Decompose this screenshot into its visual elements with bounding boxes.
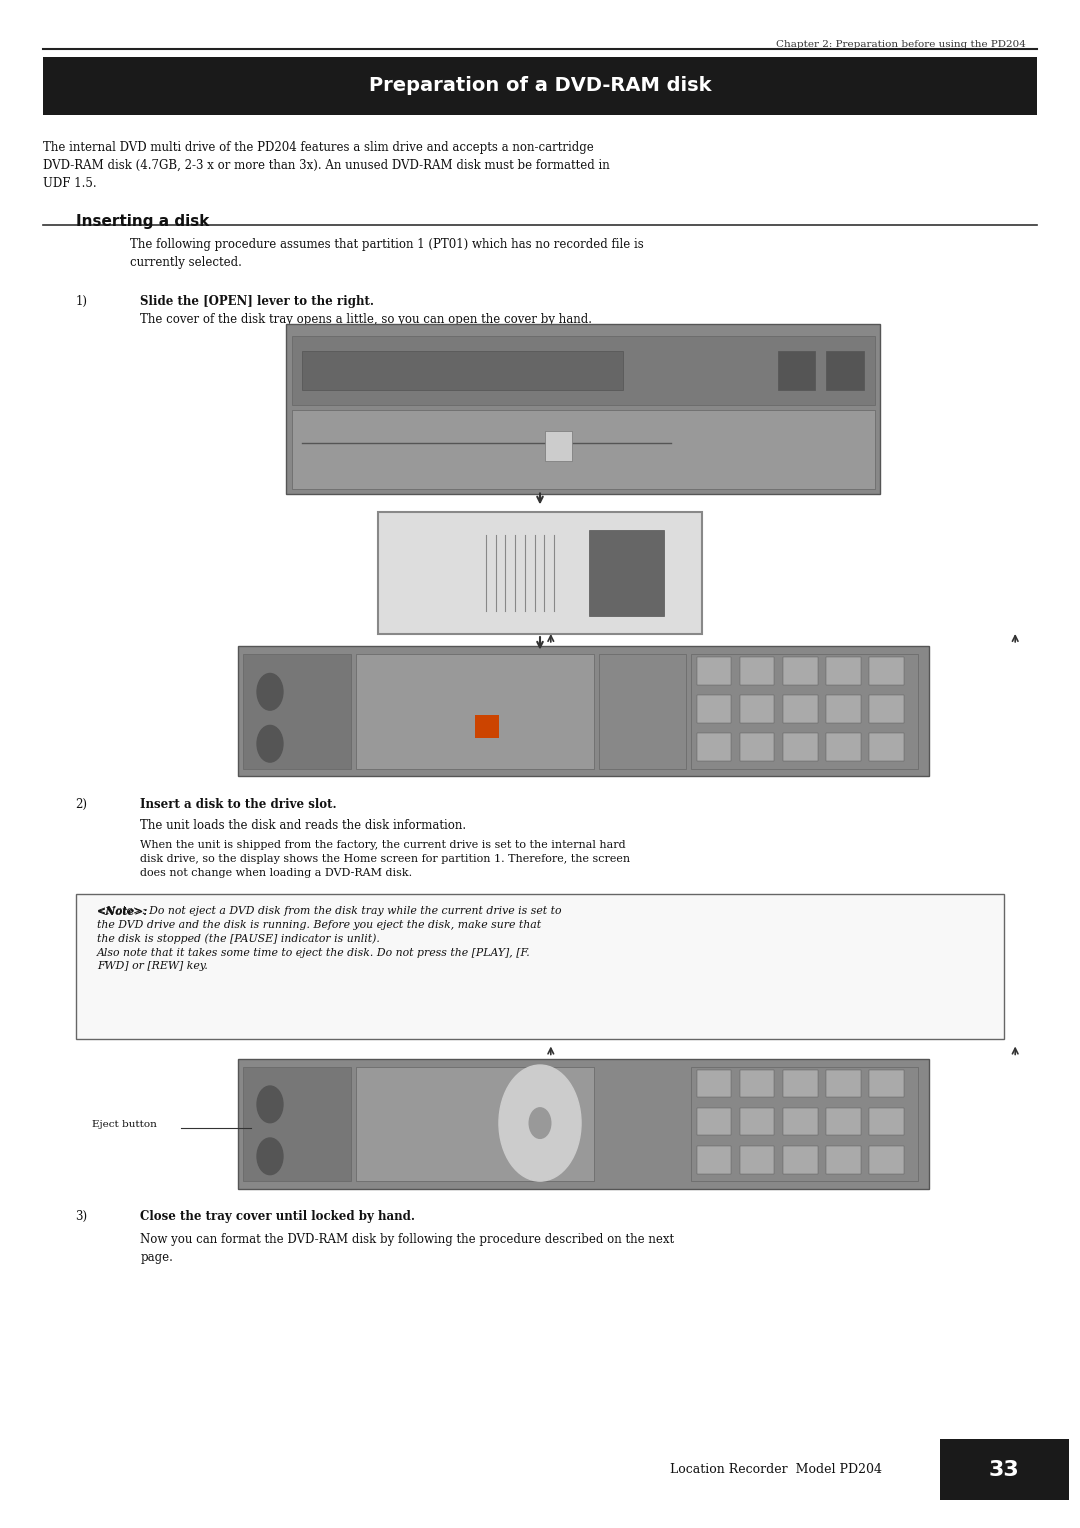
FancyBboxPatch shape: [697, 1108, 731, 1135]
FancyBboxPatch shape: [740, 1146, 774, 1174]
Text: Now you can format the DVD-RAM disk by following the procedure described on the : Now you can format the DVD-RAM disk by f…: [140, 1233, 675, 1264]
Circle shape: [257, 1086, 283, 1123]
FancyBboxPatch shape: [697, 1146, 731, 1174]
Text: LIGHT: LIGHT: [501, 669, 513, 674]
Text: Slide the [OPEN] lever to the right.: Slide the [OPEN] lever to the right.: [140, 295, 375, 309]
FancyBboxPatch shape: [697, 657, 731, 685]
Circle shape: [499, 1065, 581, 1181]
FancyBboxPatch shape: [869, 1108, 904, 1135]
Circle shape: [529, 1108, 551, 1138]
Text: FILE SEL: FILE SEL: [455, 669, 472, 674]
FancyBboxPatch shape: [599, 654, 686, 769]
FancyBboxPatch shape: [691, 1067, 918, 1181]
FancyBboxPatch shape: [826, 1108, 861, 1135]
Circle shape: [257, 674, 283, 711]
Text: TIME: TIME: [408, 669, 418, 674]
Text: TITLE: TITLE: [548, 669, 558, 674]
FancyBboxPatch shape: [545, 431, 572, 461]
FancyBboxPatch shape: [826, 695, 861, 723]
FancyBboxPatch shape: [783, 1070, 818, 1097]
Circle shape: [257, 1138, 283, 1175]
FancyBboxPatch shape: [783, 1108, 818, 1135]
FancyBboxPatch shape: [826, 1146, 861, 1174]
FancyBboxPatch shape: [740, 695, 774, 723]
FancyBboxPatch shape: [740, 733, 774, 761]
FancyBboxPatch shape: [869, 657, 904, 685]
Text: <Note>:: <Note>:: [97, 906, 149, 917]
Text: Eject button: Eject button: [92, 1120, 157, 1129]
FancyBboxPatch shape: [43, 57, 1037, 115]
FancyBboxPatch shape: [475, 715, 499, 738]
Text: OPEN: OPEN: [432, 446, 451, 452]
Text: Chapter 2: Preparation before using the PD204: Chapter 2: Preparation before using the …: [777, 40, 1026, 49]
FancyBboxPatch shape: [740, 657, 774, 685]
FancyBboxPatch shape: [826, 733, 861, 761]
Text: 33: 33: [989, 1459, 1020, 1481]
Text: To eject the disk, press the eject button located at the left of the slot.: To eject the disk, press the eject butto…: [140, 908, 552, 921]
FancyBboxPatch shape: [697, 695, 731, 723]
FancyBboxPatch shape: [826, 657, 861, 685]
Text: Inserting a disk: Inserting a disk: [76, 214, 208, 229]
FancyBboxPatch shape: [740, 1070, 774, 1097]
FancyBboxPatch shape: [292, 410, 875, 489]
FancyBboxPatch shape: [292, 336, 875, 405]
FancyBboxPatch shape: [783, 695, 818, 723]
Text: 1): 1): [76, 295, 87, 309]
FancyBboxPatch shape: [76, 894, 1004, 1039]
Text: The internal DVD multi drive of the PD204 features a slim drive and accepts a no: The internal DVD multi drive of the PD20…: [43, 141, 610, 189]
Text: The cover of the disk tray opens a little, so you can open the cover by hand.: The cover of the disk tray opens a littl…: [140, 313, 593, 327]
Circle shape: [257, 726, 283, 762]
FancyBboxPatch shape: [869, 695, 904, 723]
FancyBboxPatch shape: [783, 1146, 818, 1174]
FancyBboxPatch shape: [238, 646, 929, 776]
Text: Preparation of a DVD-RAM disk: Preparation of a DVD-RAM disk: [368, 76, 712, 95]
Text: Location Recorder  Model PD204: Location Recorder Model PD204: [670, 1464, 881, 1476]
FancyBboxPatch shape: [778, 351, 815, 390]
Text: 3): 3): [76, 1210, 87, 1224]
Text: When the unit is shipped from the factory, the current drive is set to the inter: When the unit is shipped from the factor…: [140, 840, 631, 877]
FancyBboxPatch shape: [869, 733, 904, 761]
FancyBboxPatch shape: [356, 1067, 594, 1181]
FancyBboxPatch shape: [826, 1070, 861, 1097]
FancyBboxPatch shape: [356, 654, 594, 769]
FancyBboxPatch shape: [869, 1070, 904, 1097]
Text: <Note>: Do not eject a DVD disk from the disk tray while the current drive is se: <Note>: Do not eject a DVD disk from the…: [97, 906, 562, 972]
FancyBboxPatch shape: [286, 324, 880, 494]
Text: OPEN: OPEN: [400, 565, 443, 581]
FancyBboxPatch shape: [697, 1070, 731, 1097]
FancyBboxPatch shape: [238, 1059, 929, 1189]
FancyBboxPatch shape: [869, 1146, 904, 1174]
FancyBboxPatch shape: [302, 351, 623, 390]
FancyBboxPatch shape: [243, 654, 351, 769]
FancyBboxPatch shape: [378, 512, 702, 634]
FancyBboxPatch shape: [826, 351, 864, 390]
FancyBboxPatch shape: [243, 1067, 351, 1181]
Text: The unit loads the disk and reads the disk information.: The unit loads the disk and reads the di…: [140, 819, 467, 833]
FancyBboxPatch shape: [589, 530, 664, 616]
FancyBboxPatch shape: [697, 733, 731, 761]
FancyBboxPatch shape: [783, 657, 818, 685]
Text: Insert a disk to the drive slot.: Insert a disk to the drive slot.: [140, 798, 337, 811]
FancyBboxPatch shape: [691, 654, 918, 769]
FancyBboxPatch shape: [740, 1108, 774, 1135]
FancyBboxPatch shape: [783, 733, 818, 761]
Text: DISK ST: DISK ST: [362, 669, 378, 674]
Text: The following procedure assumes that partition 1 (PT01) which has no recorded fi: The following procedure assumes that par…: [130, 238, 644, 269]
FancyBboxPatch shape: [940, 1439, 1069, 1500]
Text: 2): 2): [76, 798, 87, 811]
Text: Close the tray cover until locked by hand.: Close the tray cover until locked by han…: [140, 1210, 416, 1224]
